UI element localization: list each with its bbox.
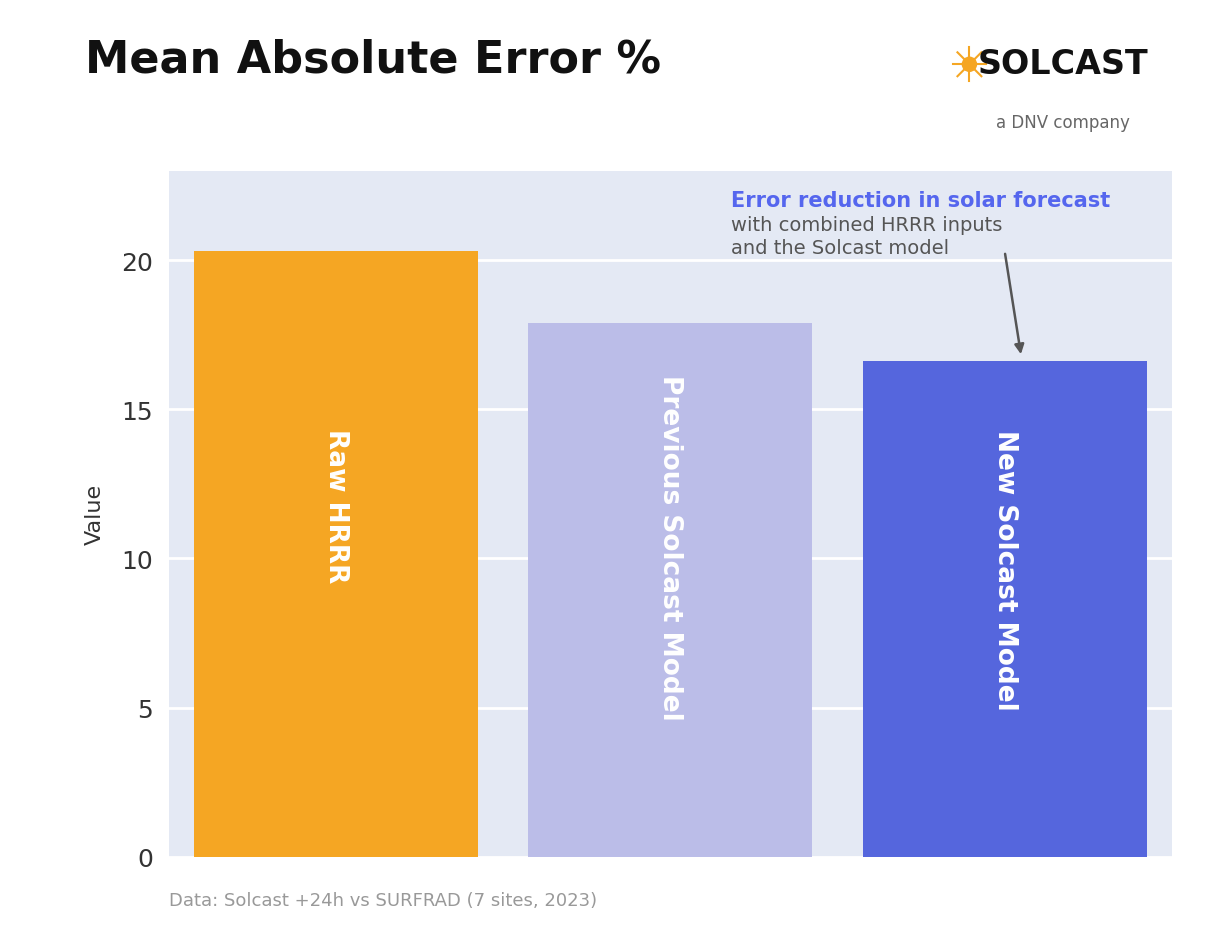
Text: Error reduction in solar forecast: Error reduction in solar forecast xyxy=(731,190,1110,210)
Text: SOLCAST: SOLCAST xyxy=(977,48,1149,81)
Circle shape xyxy=(963,58,976,72)
Text: New Solcast Model: New Solcast Model xyxy=(992,429,1017,710)
Bar xyxy=(528,324,813,857)
Text: and the Solcast model: and the Solcast model xyxy=(731,238,948,257)
Text: a DNV company: a DNV company xyxy=(997,114,1129,132)
Y-axis label: Value: Value xyxy=(85,484,105,545)
Text: Raw HRRR: Raw HRRR xyxy=(324,428,349,583)
Bar xyxy=(863,362,1146,857)
Bar xyxy=(194,252,478,857)
Text: with combined HRRR inputs: with combined HRRR inputs xyxy=(731,216,1001,235)
Text: Mean Absolute Error %: Mean Absolute Error % xyxy=(85,38,661,81)
Text: Data: Solcast +24h vs SURFRAD (7 sites, 2023): Data: Solcast +24h vs SURFRAD (7 sites, … xyxy=(169,891,597,909)
Text: Previous Solcast Model: Previous Solcast Model xyxy=(657,375,684,720)
